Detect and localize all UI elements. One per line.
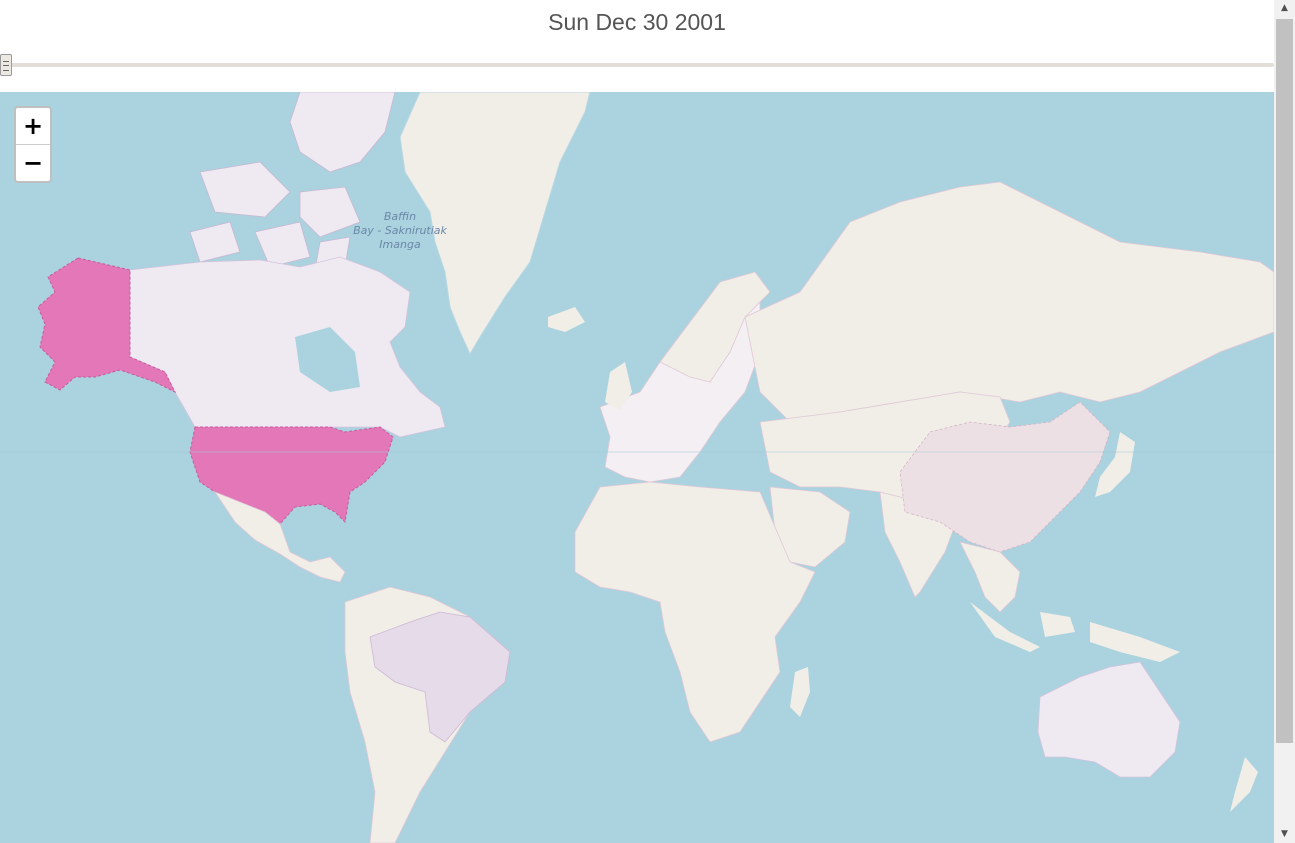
arctic-islands (189, 92, 396, 271)
baffin-label-line1: Baffin (383, 210, 417, 223)
canada (129, 256, 446, 438)
scandinavia (659, 271, 771, 383)
mexico-central-america (213, 491, 346, 583)
africa (574, 481, 816, 743)
scrollbar-thumb[interactable] (1276, 19, 1293, 743)
uk (605, 362, 632, 410)
scroll-down-icon[interactable]: ▼ (1281, 829, 1288, 839)
map-tiles[interactable] (0, 92, 1274, 843)
scroll-up-icon[interactable]: ▲ (1281, 3, 1288, 13)
china (899, 401, 1111, 553)
time-slider-handle[interactable] (0, 54, 12, 76)
japan (1095, 432, 1135, 497)
time-slider-track[interactable] (6, 63, 1274, 67)
indonesia (970, 602, 1180, 662)
grip-icon (3, 61, 9, 71)
brazil (369, 611, 511, 743)
new-zealand (1230, 757, 1258, 812)
southeast-asia (959, 541, 1021, 613)
zoom-in-button[interactable]: + (16, 108, 50, 145)
iceland (548, 307, 585, 332)
united-states (189, 426, 394, 525)
russia (744, 181, 1274, 423)
baffin-label-line2: Bay - Saknirutiak (353, 224, 447, 237)
date-title: Sun Dec 30 2001 (548, 9, 726, 35)
greenland (399, 92, 591, 356)
baffin-bay-label: Baffin Bay - Saknirutiak Imanga (350, 210, 450, 252)
vertical-scrollbar[interactable]: ▲ ▼ (1274, 0, 1295, 843)
zoom-out-button[interactable]: − (22, 149, 44, 177)
world-map[interactable]: Baffin Bay - Saknirutiak Imanga (0, 92, 1274, 843)
zoom-control: + − (14, 106, 52, 183)
australia (1037, 661, 1181, 778)
baffin-label-line3: Imanga (379, 238, 421, 251)
hudson-bay (295, 327, 360, 392)
alaska (37, 257, 177, 394)
madagascar (790, 667, 810, 717)
